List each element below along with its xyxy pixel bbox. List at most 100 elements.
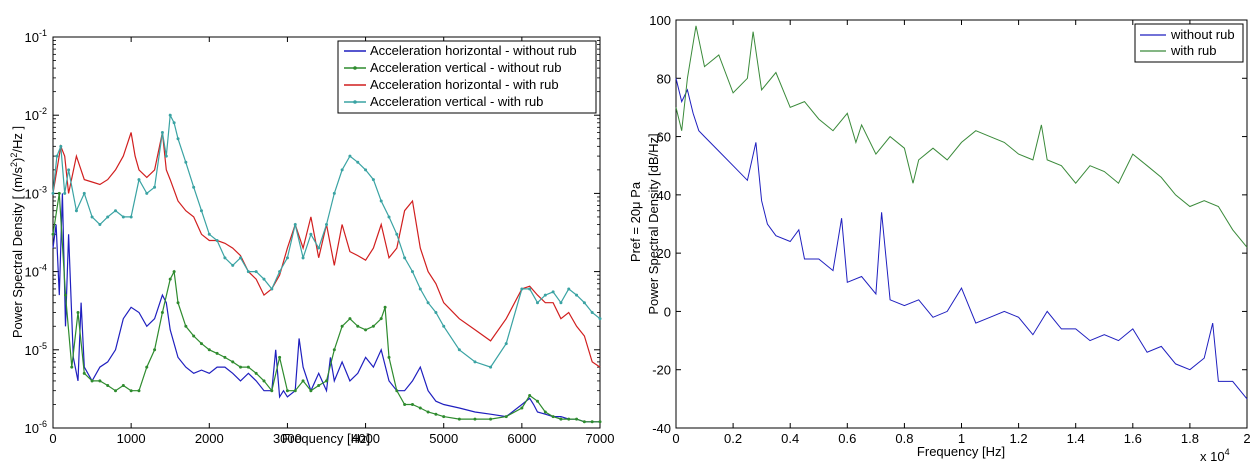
left-x-tick-label: 6000 [507, 431, 536, 446]
left-series-point-3 [215, 238, 219, 242]
left-series-point-3 [575, 293, 579, 297]
right-plot-area [675, 19, 1248, 429]
left-series-point-3 [164, 154, 168, 158]
left-series-point-3 [301, 256, 305, 260]
left-plot: 0 1000 2000 3000 4000 5000 6000 7000 10-6 10-5 10-… [9, 28, 614, 446]
left-series-point-3 [582, 301, 586, 305]
left-series-point-3 [90, 215, 94, 219]
left-series-point-3 [356, 160, 360, 164]
left-legend-label: Acceleration vertical - with rub [370, 94, 543, 109]
left-series-point-3 [457, 348, 461, 352]
left-y-tick-label: 10-5 [25, 341, 47, 358]
left-series-point-1 [434, 412, 438, 416]
right-ylabel-line2: Power Spectral Density [dB/Hz] [646, 133, 661, 314]
left-series-point-3 [325, 223, 328, 227]
left-series-point-3 [207, 232, 211, 236]
left-series-point-1 [285, 389, 289, 393]
left-series-point-1 [270, 389, 274, 393]
left-series-point-3 [332, 191, 336, 195]
left-series-point-1 [489, 417, 493, 421]
left-y-tick-label: 10-2 [25, 106, 47, 123]
left-series-point-1 [528, 394, 532, 398]
left-series-point-1 [239, 365, 243, 369]
left-series-point-3 [129, 215, 133, 219]
left-series-point-1 [356, 324, 360, 328]
left-series-point-1 [82, 371, 86, 375]
right-y-tick-label: -40 [652, 421, 671, 436]
right-x-tick-label: 1.2 [1010, 431, 1028, 446]
left-series-point-1 [231, 360, 235, 364]
left-series-point-1 [410, 402, 414, 406]
left-series-point-3 [520, 287, 524, 291]
left-series-point-3 [559, 301, 563, 305]
left-series-point-1 [551, 415, 555, 419]
left-series-point-3 [172, 121, 176, 125]
left-series-point-3 [387, 215, 391, 219]
right-y-tick-label: 60 [657, 130, 671, 145]
left-series-point-1 [379, 317, 383, 321]
left-series-point-3 [309, 232, 313, 236]
left-y-tick-label: 10-3 [25, 184, 47, 201]
left-legend-label: Acceleration horizontal - with rub [370, 77, 559, 92]
left-series-point-1 [145, 365, 149, 369]
left-series-point-3 [160, 131, 164, 135]
right-legend-label: without rub [1170, 27, 1235, 42]
right-x-tick-label: 0 [672, 431, 679, 446]
left-series-point-3 [551, 290, 555, 294]
left-series-group [51, 113, 602, 424]
left-series-point-3 [426, 301, 430, 305]
left-series-point-3 [489, 365, 493, 369]
left-series-point-3 [246, 270, 250, 274]
left-series-point-1 [192, 334, 196, 338]
left-series-point-3 [590, 310, 594, 314]
left-series-point-1 [473, 417, 477, 421]
left-series-point-3 [67, 168, 71, 172]
left-series-point-1 [160, 310, 164, 314]
left-series-point-1 [262, 379, 266, 383]
right-legend-label: with rub [1170, 43, 1217, 58]
left-series-point-3 [262, 277, 266, 281]
left-series-point-1 [176, 301, 180, 305]
left-ylabel: Power Spectral Density [ (m/s2)2/Hz ] [9, 126, 25, 338]
left-series-point-3 [153, 185, 157, 189]
left-series-point-3 [395, 232, 399, 236]
left-series-point-1 [76, 310, 80, 314]
left-series-point-1 [129, 389, 133, 393]
left-series-point-1 [57, 191, 61, 195]
right-x-tick-label: 0.8 [895, 431, 913, 446]
left-series-point-3 [293, 223, 297, 227]
left-series-point-1 [153, 348, 157, 352]
left-series-point-3 [348, 154, 352, 158]
left-series-point-1 [340, 324, 344, 328]
left-series-point-1 [51, 232, 55, 236]
left-series-point-1 [106, 383, 110, 387]
right-x-tick-label: 1 [958, 431, 965, 446]
left-series-point-1 [387, 355, 391, 359]
left-series-point-1 [207, 348, 211, 352]
right-x-tick-label: 0.6 [838, 431, 856, 446]
left-series-point-1 [457, 417, 461, 421]
left-series-point-1 [137, 389, 141, 393]
right-x-tick-label: 1.6 [1124, 431, 1142, 446]
left-series-point-1 [168, 277, 172, 281]
left-series-point-3 [74, 209, 78, 213]
left-x-tick-label: 4000 [351, 431, 380, 446]
left-x-tick-label: 7000 [586, 431, 615, 446]
left-series-point-3 [543, 293, 547, 297]
right-plot: 0 0.2 0.4 0.6 0.8 1 1.2 1.4 1.6 1.8 2 -40 -20 0 20 40 60… [628, 13, 1251, 464]
left-series-point-3 [528, 287, 532, 291]
left-legend-box [337, 40, 597, 114]
left-series-point-1 [184, 324, 188, 328]
left-series-point-3 [55, 154, 59, 158]
left-series-point-1 [559, 417, 563, 421]
right-y-tick-label: 20 [657, 246, 671, 261]
right-x-tick-label: 0.4 [781, 431, 799, 446]
left-y-tick-label: 10-1 [25, 28, 47, 45]
right-y-tick-label: -20 [652, 363, 671, 378]
right-series-line-1 [675, 25, 1248, 248]
right-y-tick-label: 80 [657, 71, 671, 86]
left-series-point-3 [137, 178, 141, 182]
left-series-point-3 [98, 223, 102, 227]
left-series-point-3 [504, 342, 508, 346]
